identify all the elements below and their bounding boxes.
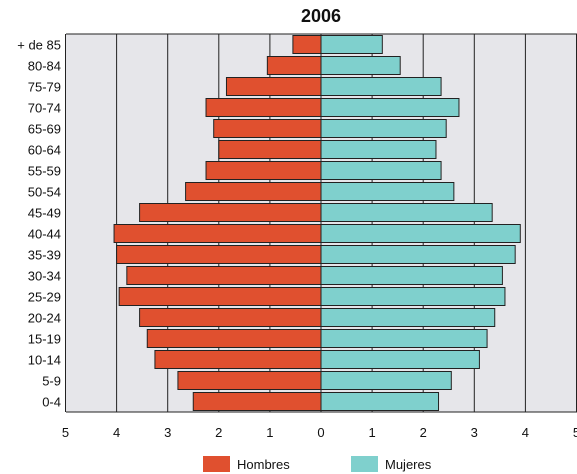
bar-mujeres-35-39 xyxy=(320,245,516,264)
x-tick-label: 3 xyxy=(164,425,171,440)
legend-label-mujeres: Mujeres xyxy=(385,457,432,472)
y-tick-label: 25-29 xyxy=(28,290,61,305)
bar-hombres-30-34 xyxy=(126,266,322,285)
y-tick-label: 45-49 xyxy=(28,206,61,221)
bar-mujeres-10-14 xyxy=(320,350,480,369)
bar-hombres-25-29 xyxy=(118,287,322,306)
x-tick-label: 1 xyxy=(266,425,273,440)
bar-mujeres-80-84 xyxy=(320,56,401,75)
bar-hombres-60-64 xyxy=(218,140,322,159)
bar-mujeres-20-24 xyxy=(320,308,496,327)
x-tick-label: 2 xyxy=(215,425,222,440)
y-tick-label: 70-74 xyxy=(28,101,61,116)
bar-hombres-55-59 xyxy=(205,161,322,180)
bar-hombres-0-4 xyxy=(192,392,322,411)
bar-hombres-50-54 xyxy=(185,182,322,201)
y-tick-label: 0-4 xyxy=(42,395,61,410)
bar-hombres-10-14 xyxy=(154,350,322,369)
bar-mujeres-25-29 xyxy=(320,287,506,306)
labels-layer: 5 4 3 2 1 0 1 2 3 4 5 + de 85 80-84 75-79 70-74 65-69 60… xyxy=(17,38,577,441)
y-tick-label: + de 85 xyxy=(17,38,61,53)
legend-swatch-mujeres xyxy=(351,456,378,472)
y-tick-label: 5-9 xyxy=(42,374,61,389)
y-tick-label: 75-79 xyxy=(28,80,61,95)
legend-item-mujeres: Mujeres xyxy=(351,456,432,472)
y-tick-label: 60-64 xyxy=(28,143,61,158)
legend-label-hombres: Hombres xyxy=(237,457,290,472)
bar-mujeres-0-4 xyxy=(320,392,440,411)
x-tick-label: 1 xyxy=(368,425,375,440)
bar-mujeres-70-74 xyxy=(320,98,460,117)
bar-hombres-65-69 xyxy=(213,119,322,138)
bar-mujeres-75-79 xyxy=(320,77,442,96)
chart-title: 2006 xyxy=(301,6,341,26)
y-tick-label: 40-44 xyxy=(28,227,61,242)
x-tick-label: 5 xyxy=(573,425,577,440)
bar-hombres-35-39 xyxy=(116,245,322,264)
y-tick-label: 55-59 xyxy=(28,164,61,179)
legend-item-hombres: Hombres xyxy=(203,456,290,472)
y-tick-label: 15-19 xyxy=(28,332,61,347)
bar-mujeres-55-59 xyxy=(320,161,442,180)
x-tick-label: 5 xyxy=(62,425,69,440)
x-tick-label: 4 xyxy=(522,425,529,440)
x-tick-label: 2 xyxy=(420,425,427,440)
bar-hombres-+ de 85 xyxy=(292,35,322,54)
bar-mujeres-30-34 xyxy=(320,266,503,285)
bar-mujeres-45-49 xyxy=(320,203,493,222)
bar-mujeres-50-54 xyxy=(320,182,455,201)
y-tick-label: 10-14 xyxy=(28,353,61,368)
x-tick-label: 3 xyxy=(471,425,478,440)
bar-mujeres-65-69 xyxy=(320,119,447,138)
y-tick-label: 35-39 xyxy=(28,248,61,263)
bar-hombres-70-74 xyxy=(205,98,322,117)
y-tick-label: 80-84 xyxy=(28,59,61,74)
bar-mujeres-15-19 xyxy=(320,329,488,348)
y-tick-label: 20-24 xyxy=(28,311,61,326)
y-tick-label: 50-54 xyxy=(28,185,61,200)
x-tick-label: 4 xyxy=(113,425,120,440)
y-tick-label: 65-69 xyxy=(28,122,61,137)
bar-hombres-5-9 xyxy=(177,371,322,390)
bar-hombres-15-19 xyxy=(146,329,322,348)
bar-hombres-80-84 xyxy=(266,56,322,75)
bar-hombres-40-44 xyxy=(113,224,322,243)
bar-mujeres-40-44 xyxy=(320,224,521,243)
y-tick-label: 30-34 xyxy=(28,269,61,284)
bar-hombres-20-24 xyxy=(139,308,322,327)
bars-layer xyxy=(113,35,521,411)
bar-mujeres-+ de 85 xyxy=(320,35,383,54)
x-tick-label: 0 xyxy=(317,425,324,440)
bar-mujeres-5-9 xyxy=(320,371,452,390)
legend-swatch-hombres xyxy=(203,456,230,472)
legend: Hombres Mujeres xyxy=(203,456,432,472)
bar-hombres-45-49 xyxy=(139,203,322,222)
bar-mujeres-60-64 xyxy=(320,140,437,159)
bar-hombres-75-79 xyxy=(225,77,322,96)
